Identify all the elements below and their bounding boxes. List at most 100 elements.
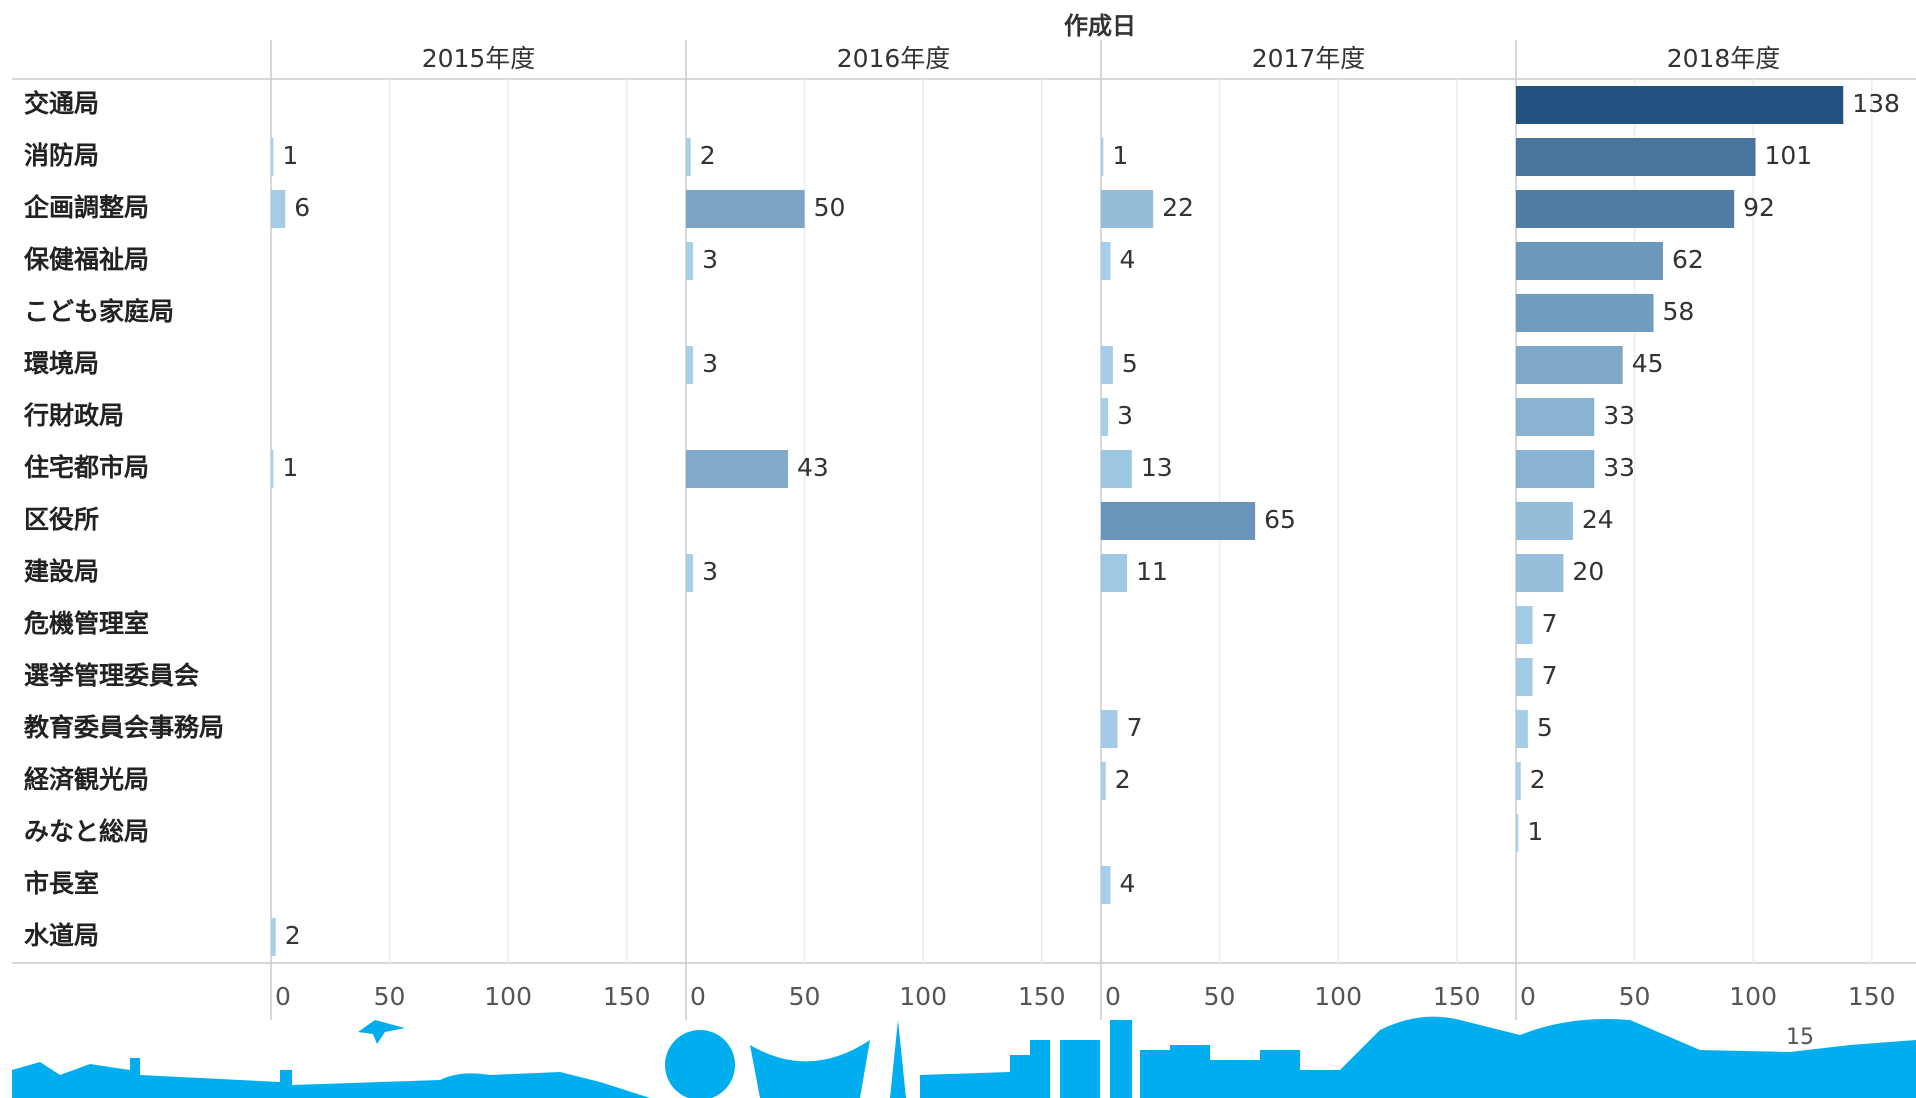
category-label: 保健福祉局: [23, 245, 149, 274]
bar: [271, 138, 274, 176]
bar: [1516, 450, 1595, 488]
value-label: 58: [1663, 297, 1695, 326]
value-label: 62: [1672, 245, 1704, 274]
x-tick-label: 100: [1729, 982, 1777, 1011]
panel-header: 2017年度: [1252, 44, 1366, 73]
bar: [1516, 554, 1564, 592]
value-label: 33: [1603, 453, 1635, 482]
value-label: 24: [1582, 505, 1614, 534]
value-label: 2: [1115, 765, 1131, 794]
value-label: 101: [1765, 141, 1813, 170]
bar: [1516, 242, 1664, 280]
bar: [1516, 346, 1623, 384]
chart-title: 作成日: [1064, 12, 1136, 40]
panel-header: 2015年度: [422, 44, 536, 73]
category-label: 環境局: [24, 349, 99, 378]
value-label: 92: [1743, 193, 1775, 222]
value-label: 13: [1141, 453, 1173, 482]
bar: [686, 190, 805, 228]
category-label: 経済観光局: [24, 765, 149, 794]
panel-header: 2016年度: [837, 44, 951, 73]
value-label: 33: [1603, 401, 1635, 430]
bar: [686, 138, 691, 176]
x-tick-label: 150: [1018, 982, 1066, 1011]
x-tick-label: 150: [1848, 982, 1896, 1011]
value-label: 50: [814, 193, 846, 222]
bar: [271, 450, 274, 488]
value-label: 6: [294, 193, 310, 222]
category-label: 水道局: [24, 921, 99, 950]
category-label: こども家庭局: [24, 297, 174, 326]
x-tick-label: 150: [603, 982, 651, 1011]
x-tick-label: 100: [484, 982, 532, 1011]
category-label: 交通局: [24, 89, 99, 118]
value-label: 3: [702, 349, 718, 378]
category-label: 区役所: [24, 505, 99, 534]
value-label: 11: [1136, 557, 1168, 586]
value-label: 20: [1572, 557, 1604, 586]
category-label: 行財政局: [23, 401, 124, 430]
value-label: 45: [1632, 349, 1664, 378]
bar: [1516, 190, 1735, 228]
x-tick-label: 50: [1619, 982, 1651, 1011]
bar: [1101, 138, 1104, 176]
bar: [1516, 294, 1654, 332]
panel-header: 2018年度: [1667, 44, 1781, 73]
value-label: 7: [1127, 713, 1143, 742]
category-label: 消防局: [24, 141, 99, 170]
bar: [686, 554, 694, 592]
bar: [1101, 242, 1111, 280]
bar: [1101, 710, 1118, 748]
bar: [1101, 502, 1256, 540]
page-number: 15: [1786, 1025, 1814, 1050]
bar: [686, 450, 788, 488]
bar: [1101, 450, 1132, 488]
bar: [1516, 814, 1519, 852]
bar: [1101, 346, 1113, 384]
value-label: 1: [282, 453, 298, 482]
value-label: 7: [1542, 661, 1558, 690]
x-tick-label: 0: [275, 982, 291, 1011]
x-tick-label: 100: [1314, 982, 1362, 1011]
bar: [1516, 762, 1521, 800]
bar: [686, 346, 694, 384]
x-tick-label: 0: [1520, 982, 1536, 1011]
bar: [1516, 710, 1528, 748]
category-label: 選挙管理委員会: [24, 661, 199, 690]
bar: [1516, 398, 1595, 436]
value-label: 3: [1117, 401, 1133, 430]
x-tick-label: 0: [690, 982, 706, 1011]
value-label: 2: [1530, 765, 1546, 794]
value-label: 7: [1542, 609, 1558, 638]
category-label: みなと総局: [24, 817, 149, 846]
value-label: 5: [1122, 349, 1138, 378]
x-tick-label: 0: [1105, 982, 1121, 1011]
value-label: 1: [282, 141, 298, 170]
value-label: 2: [285, 921, 301, 950]
category-label: 市長室: [24, 869, 99, 898]
x-tick-label: 150: [1433, 982, 1481, 1011]
bar: [1101, 554, 1128, 592]
category-label: 危機管理室: [24, 609, 149, 638]
value-label: 3: [702, 557, 718, 586]
value-label: 4: [1119, 245, 1135, 274]
bar: [1101, 866, 1111, 904]
bar: [1516, 86, 1844, 124]
value-label: 1: [1527, 817, 1543, 846]
bar: [1101, 190, 1154, 228]
x-tick-label: 100: [899, 982, 947, 1011]
value-label: 65: [1264, 505, 1296, 534]
bar: [1101, 398, 1109, 436]
bar: [271, 918, 276, 956]
x-tick-label: 50: [1204, 982, 1236, 1011]
value-label: 1: [1112, 141, 1128, 170]
value-label: 5: [1537, 713, 1553, 742]
bar: [1516, 138, 1756, 176]
x-tick-label: 50: [374, 982, 406, 1011]
category-label: 住宅都市局: [24, 453, 149, 482]
bar: [1516, 658, 1533, 696]
bar: [271, 190, 286, 228]
category-label: 企画調整局: [24, 193, 149, 222]
value-label: 22: [1162, 193, 1194, 222]
value-label: 3: [702, 245, 718, 274]
